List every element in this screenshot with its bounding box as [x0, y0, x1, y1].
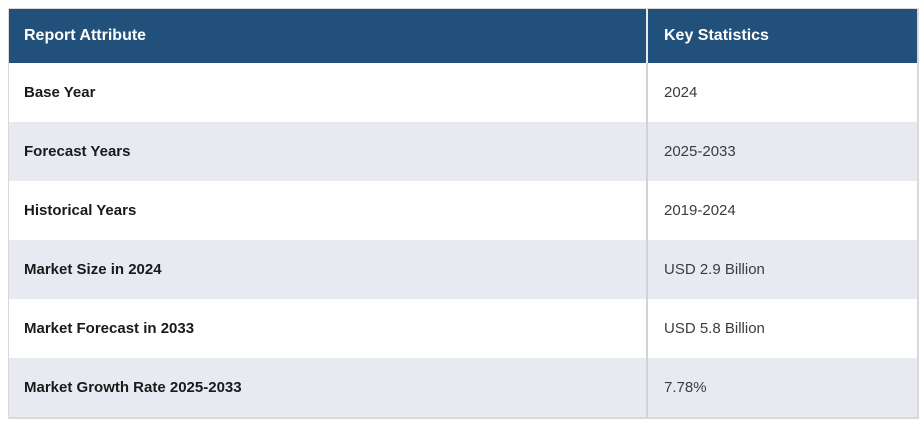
header-key-statistics: Key Statistics — [646, 9, 917, 63]
attribute-cell: Market Growth Rate 2025-2033 — [24, 379, 242, 396]
value-cell: 2024 — [646, 63, 917, 122]
table-row: Forecast Years 2025-2033 — [9, 122, 917, 181]
table-row: Historical Years 2019-2024 — [9, 181, 917, 240]
value-cell: 7.78% — [646, 358, 917, 417]
header-report-attribute: Report Attribute — [24, 27, 147, 44]
attribute-cell: Historical Years — [24, 202, 137, 219]
attribute-cell: Base Year — [24, 84, 96, 101]
table-row: Base Year 2024 — [9, 63, 917, 122]
table-header-row: Report Attribute Key Statistics — [9, 9, 917, 63]
attribute-cell: Market Forecast in 2033 — [24, 320, 195, 337]
attribute-cell: Forecast Years — [24, 143, 131, 160]
attribute-cell: Market Size in 2024 — [24, 261, 162, 278]
value-cell: USD 5.8 Billion — [646, 299, 917, 358]
value-cell: 2019-2024 — [646, 181, 917, 240]
table-row: Market Forecast in 2033 USD 5.8 Billion — [9, 299, 917, 358]
table-row: Market Growth Rate 2025-2033 7.78% — [9, 358, 917, 417]
table-row: Market Size in 2024 USD 2.9 Billion — [9, 240, 917, 299]
value-cell: 2025-2033 — [646, 122, 917, 181]
report-summary-table: Report Attribute Key Statistics Base Yea… — [8, 8, 919, 419]
value-cell: USD 2.9 Billion — [646, 240, 917, 299]
